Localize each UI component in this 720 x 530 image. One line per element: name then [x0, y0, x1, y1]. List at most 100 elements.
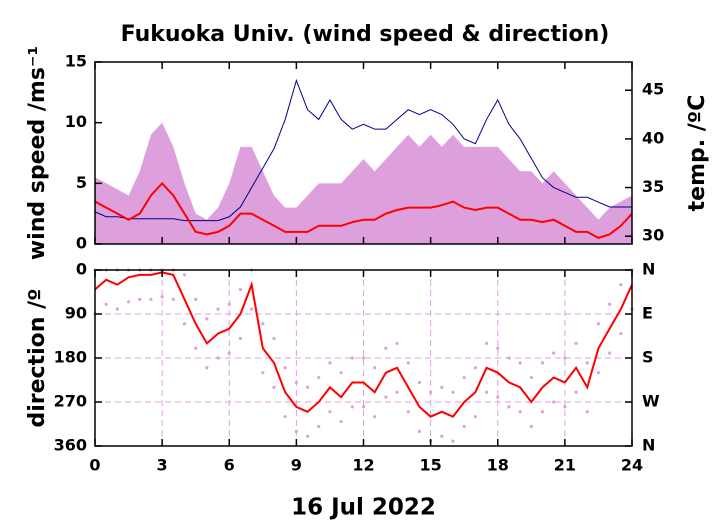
- direction-dot: [104, 302, 108, 306]
- direction-dot: [205, 317, 209, 321]
- direction-dot: [585, 410, 589, 414]
- direction-dot: [283, 415, 287, 419]
- direction-dot: [552, 351, 556, 355]
- direction-dot: [451, 390, 455, 394]
- direction-dot: [619, 331, 623, 336]
- direction-dot: [540, 361, 545, 365]
- series-line: [94, 181, 633, 240]
- direction-dot: [115, 307, 119, 311]
- y-tick-label: 0: [76, 260, 87, 279]
- direction-dot: [182, 322, 187, 326]
- x-tick-label: 15: [419, 456, 441, 475]
- direction-dot: [283, 366, 287, 370]
- x-tick-label: 6: [224, 456, 235, 475]
- x-tick-label: 18: [487, 456, 509, 475]
- direction-dot: [227, 302, 231, 306]
- direction-dot: [216, 356, 220, 360]
- y-tick-label: 360: [54, 436, 87, 455]
- direction-dot: [574, 390, 578, 394]
- y-axis-label: wind speed /ms⁻¹: [25, 46, 50, 260]
- x-tick-label: 24: [621, 456, 643, 475]
- direction-dot: [339, 371, 343, 375]
- direction-dot: [518, 410, 522, 414]
- direction-dot: [294, 429, 298, 433]
- direction-dot: [518, 361, 522, 365]
- direction-dot: [182, 273, 187, 277]
- direction-dot: [171, 297, 175, 301]
- direction-dot: [406, 410, 410, 414]
- y2-tick-label: N: [642, 260, 655, 279]
- direction-dot: [384, 346, 388, 350]
- direction-dot: [451, 439, 455, 443]
- direction-dot: [596, 371, 601, 375]
- direction-dot: [305, 434, 310, 438]
- y-tick-label: 270: [54, 392, 87, 411]
- direction-dot: [317, 424, 321, 429]
- direction-dot: [473, 415, 477, 419]
- direction-dot: [350, 405, 354, 409]
- direction-dot: [250, 307, 254, 311]
- direction-dot: [417, 380, 422, 385]
- direction-dot: [216, 307, 220, 311]
- direction-dot: [507, 356, 511, 360]
- direction-dot: [496, 395, 500, 399]
- direction-dot: [238, 336, 243, 341]
- direction-dot: [484, 390, 489, 394]
- x-axis-label: 16 Jul 2022: [291, 495, 436, 521]
- y-tick-label: 5: [76, 173, 87, 192]
- direction-dot: [563, 356, 567, 360]
- direction-dot: [373, 366, 377, 370]
- direction-dot: [160, 295, 164, 299]
- direction-dot: [294, 380, 298, 385]
- direction-dot: [395, 341, 399, 345]
- direction-dot: [138, 297, 142, 301]
- direction-dot: [529, 375, 533, 380]
- y2-tick-label: N: [642, 436, 655, 455]
- direction-dot: [339, 419, 343, 424]
- direction-dot: [596, 322, 601, 326]
- y-axis-label: direction /º: [25, 288, 50, 427]
- y2-tick-label: 30: [642, 226, 664, 245]
- direction-dot: [608, 351, 612, 355]
- direction-dot: [507, 405, 511, 409]
- direction-dot: [417, 429, 422, 433]
- direction-dot: [227, 351, 231, 355]
- direction-dot: [272, 336, 276, 341]
- y2-tick-label: 45: [642, 80, 664, 99]
- x-tick-label: 0: [89, 456, 100, 475]
- direction-dot: [194, 346, 198, 350]
- y2-tick-label: W: [642, 392, 660, 411]
- direction-dot: [149, 297, 153, 301]
- y2-tick-label: E: [642, 304, 653, 323]
- direction-dot: [462, 375, 466, 380]
- direction-dot: [238, 287, 243, 292]
- direction-dot: [585, 361, 589, 365]
- direction-dot: [552, 400, 556, 404]
- direction-dot: [305, 385, 310, 389]
- direction-dot: [406, 361, 410, 365]
- direction-dot: [126, 300, 131, 304]
- y2-axis-label: temp. /ºC: [685, 95, 710, 212]
- series-line: [94, 271, 633, 418]
- series-line: [94, 78, 632, 222]
- direction-dot: [462, 424, 466, 429]
- chart-title: Fukuoka Univ. (wind speed & direction): [121, 22, 610, 47]
- direction-dot: [529, 424, 533, 429]
- x-tick-label: 12: [352, 456, 374, 475]
- y2-tick-label: S: [642, 348, 654, 367]
- y-tick-label: 180: [54, 348, 87, 367]
- y2-tick-label: 35: [642, 177, 664, 196]
- direction-dot: [619, 283, 623, 287]
- x-tick-label: 21: [554, 456, 576, 475]
- y-tick-label: 90: [65, 304, 87, 323]
- direction-dot: [484, 341, 489, 345]
- direction-dot: [272, 385, 276, 389]
- direction-dot: [574, 341, 578, 345]
- direction-dot: [429, 390, 433, 394]
- gust-area: [95, 122, 632, 244]
- direction-dot: [473, 366, 477, 370]
- direction-dot: [361, 405, 366, 409]
- direction-dot: [328, 410, 332, 414]
- direction-dot: [395, 390, 399, 394]
